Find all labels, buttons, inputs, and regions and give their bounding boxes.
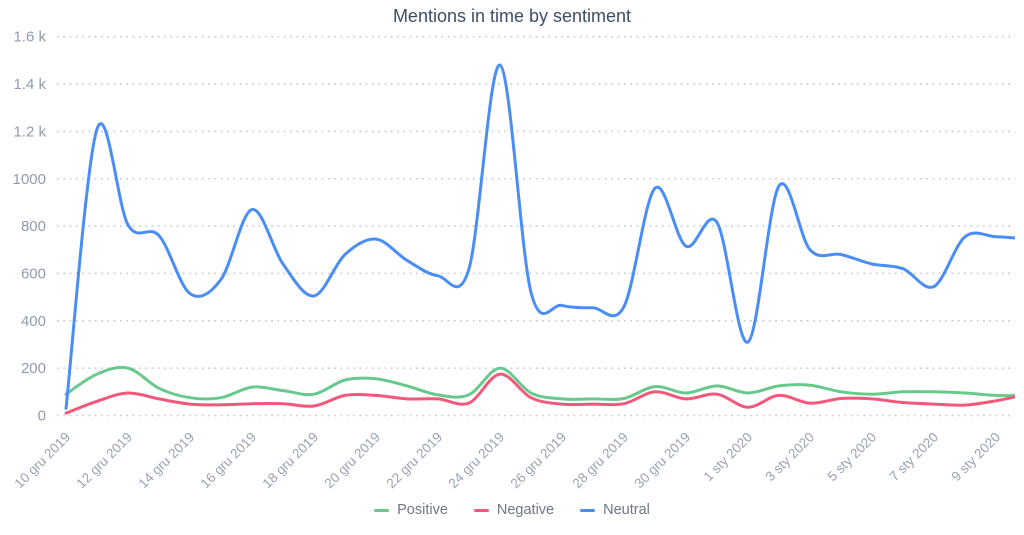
legend-item-neutral[interactable]: Neutral xyxy=(580,502,650,518)
x-tick-label: 5 sty 2020 xyxy=(824,430,879,485)
y-tick-label: 1000 xyxy=(13,171,46,188)
legend-swatch-neutral xyxy=(580,508,596,512)
x-tick-label: 9 sty 2020 xyxy=(948,430,1003,485)
legend-swatch-positive xyxy=(374,508,390,512)
x-tick-label: 16 gru 2019 xyxy=(198,430,260,492)
legend-item-negative[interactable]: Negative xyxy=(473,502,555,518)
x-tick-label: 1 sty 2020 xyxy=(700,430,755,485)
y-tick-label: 200 xyxy=(21,360,46,377)
x-tick-label: 3 sty 2020 xyxy=(762,430,817,485)
x-tick-label: 14 gru 2019 xyxy=(136,430,198,492)
negative-line xyxy=(64,372,1015,415)
x-tick-label: 20 gru 2019 xyxy=(322,430,384,492)
legend-item-positive[interactable]: Positive xyxy=(374,502,448,518)
x-tick-label: 26 gru 2019 xyxy=(508,430,570,492)
legend-swatch-negative xyxy=(473,508,489,512)
x-tick-label: 30 gru 2019 xyxy=(632,430,694,492)
x-tick-label: 18 gru 2019 xyxy=(260,430,322,492)
x-tick-label: 12 gru 2019 xyxy=(74,430,136,492)
y-tick-label: 1.6 k xyxy=(13,29,46,46)
y-tick-label: 1.2 k xyxy=(13,123,46,140)
x-tick-label: 7 sty 2020 xyxy=(886,430,941,485)
y-tick-label: 400 xyxy=(21,313,46,330)
chart-legend: Positive Negative Neutral xyxy=(0,502,1024,518)
legend-label-positive: Positive xyxy=(397,502,448,518)
neutral-line xyxy=(64,63,1015,410)
x-tick-label: 22 gru 2019 xyxy=(384,430,446,492)
x-tick-label: 24 gru 2019 xyxy=(446,430,508,492)
legend-label-neutral: Neutral xyxy=(603,502,650,518)
y-tick-label: 800 xyxy=(21,218,46,235)
x-tick-label: 10 gru 2019 xyxy=(12,430,74,492)
y-tick-label: 600 xyxy=(21,265,46,282)
y-tick-label: 0 xyxy=(38,408,46,425)
x-tick-label: 28 gru 2019 xyxy=(570,430,632,492)
positive-line xyxy=(64,365,1015,401)
y-tick-label: 1.4 k xyxy=(13,76,46,93)
legend-label-negative: Negative xyxy=(496,502,555,518)
chart-title: Mentions in time by sentiment xyxy=(392,6,632,26)
mentions-chart: 0 200 400 600 800 1000 1.2 k 1.4 k 1.6 k 10 gru 2… xyxy=(12,29,1015,492)
